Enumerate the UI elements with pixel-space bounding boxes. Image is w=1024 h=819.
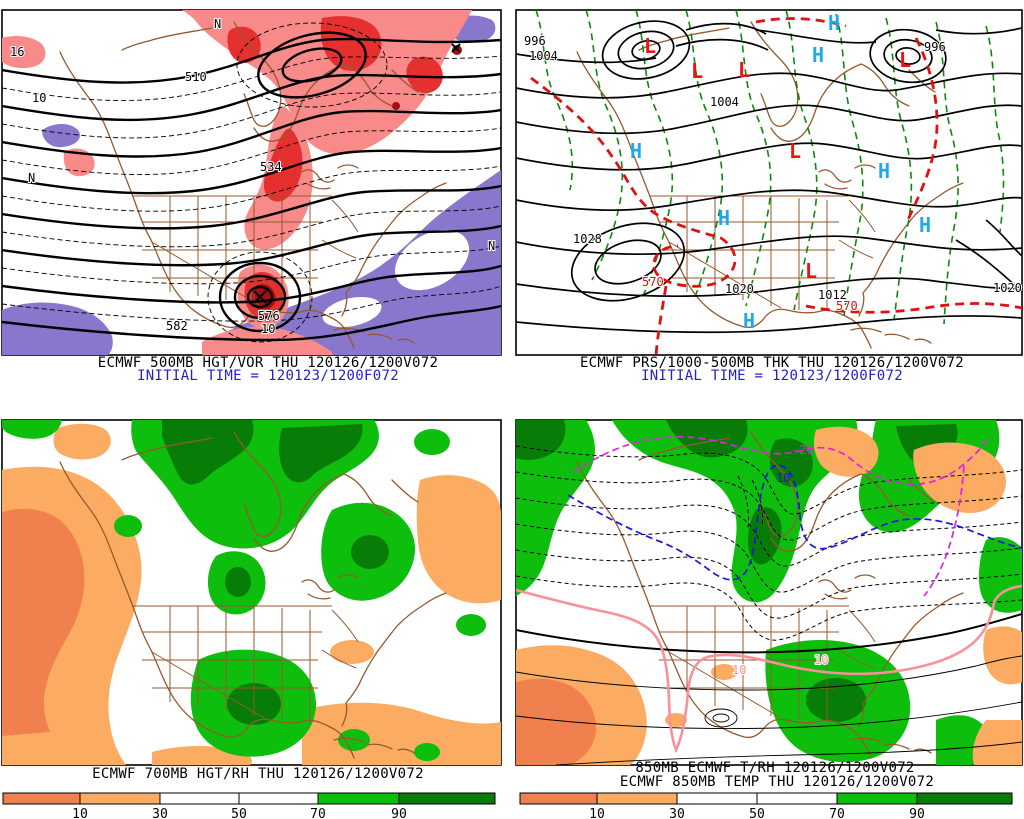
vorticity-max-x-mark	[253, 43, 461, 304]
map-border	[515, 9, 1023, 356]
isotherm-label: 10	[814, 653, 828, 667]
caption-thickness-initial-time: INITIAL TIME = 120123/1200F072	[641, 368, 903, 384]
pressure-label: 1028	[573, 232, 602, 246]
n-marker: N	[28, 171, 35, 185]
panel-700mb-rh	[1, 419, 502, 766]
colorbar-tick: 50	[749, 807, 765, 819]
pressure-label: 996	[524, 34, 546, 48]
rh-colorbar-700mb: 10 30 50 70 90	[2, 792, 496, 819]
pressure-label: 1012	[818, 288, 847, 302]
570-thickness-line	[530, 76, 737, 288]
low-marker: L	[691, 59, 703, 83]
contour-label: 10	[261, 322, 275, 336]
low-marker: L	[789, 139, 801, 163]
high-marker: H	[828, 11, 840, 35]
high-marker: H	[878, 159, 890, 183]
caption-500mb: ECMWF 500MB HGT/VOR THU 120126/1200V072	[98, 355, 438, 371]
pressure-label: 1020	[725, 282, 754, 296]
isotherm-label: 10	[776, 471, 790, 485]
rh-colorbar-850mb: 10 30 50 70 90	[519, 792, 1013, 819]
high-marker: H	[630, 139, 642, 163]
caption-850mb-line1: 850MB ECMWF T/RH 120126/1200V072	[635, 760, 914, 776]
caption-thickness: ECMWF PRS/1000-500MB THK THU 120126/1200…	[580, 355, 964, 371]
caption-850mb-line2: ECMWF 850MB TEMP THU 120126/1200V072	[620, 774, 934, 790]
isotherm-label: -20	[792, 443, 814, 457]
contour-label: 534	[260, 160, 282, 174]
pink-10c-isotherm	[516, 584, 1022, 754]
colorbar-tick: 10	[72, 807, 88, 819]
high-marker: H	[919, 213, 931, 237]
colorbar-tick: 30	[152, 807, 168, 819]
caption-700mb: ECMWF 700MB HGT/RH THU 120126/1200V072	[92, 766, 424, 782]
low-marker: L	[805, 259, 817, 283]
colorbar-tick: 90	[391, 807, 407, 819]
panel-850mb-temp-rh: -20 10 10 10	[515, 419, 1023, 766]
high-rh-fill	[516, 420, 595, 596]
colorbar-tick: 70	[829, 807, 845, 819]
colorbar-tick: 90	[909, 807, 925, 819]
contour-label: 576	[258, 309, 280, 323]
pressure-label: 1020	[993, 281, 1022, 295]
negative-vorticity-fill	[208, 170, 501, 355]
high-marker: H	[718, 206, 730, 230]
isotherm-label: 10	[732, 663, 746, 677]
contour-label: 510	[185, 70, 207, 84]
pressure-label: 1004	[710, 95, 739, 109]
colorbar-tick: 10	[589, 807, 605, 819]
colorbar-tick: 30	[669, 807, 685, 819]
contour-label: 10	[32, 91, 46, 105]
colorbar-tick: 70	[310, 807, 326, 819]
high-marker: H	[743, 309, 755, 333]
colorbar-tick: 50	[231, 807, 247, 819]
low-marker: L	[899, 48, 911, 72]
pressure-label: 1004	[529, 49, 558, 63]
n-marker: N	[488, 239, 495, 253]
thickness-label: 570	[642, 275, 664, 289]
high-marker: H	[812, 43, 824, 67]
panel-prs-thickness: 996 1004 1004 1028 1020 1012 1020 996 57…	[515, 9, 1023, 356]
magenta-isotherm-line	[573, 435, 987, 486]
pressure-label: 996	[924, 40, 946, 54]
panel-500mb-hgt-vor: 510 534 582 576 10 16 10 N N N	[1, 9, 502, 356]
blue-isotherm-line	[567, 464, 1022, 581]
low-marker: L	[644, 34, 656, 58]
caption-500mb-initial-time: INITIAL TIME = 120123/1200F072	[137, 368, 399, 384]
thickness-label: 570	[836, 299, 858, 313]
low-marker: L	[738, 58, 750, 82]
n-marker: N	[214, 17, 221, 31]
contour-label: 582	[166, 319, 188, 333]
vorticity-fill	[2, 36, 46, 69]
vorticity-value-label: 16	[10, 45, 24, 59]
